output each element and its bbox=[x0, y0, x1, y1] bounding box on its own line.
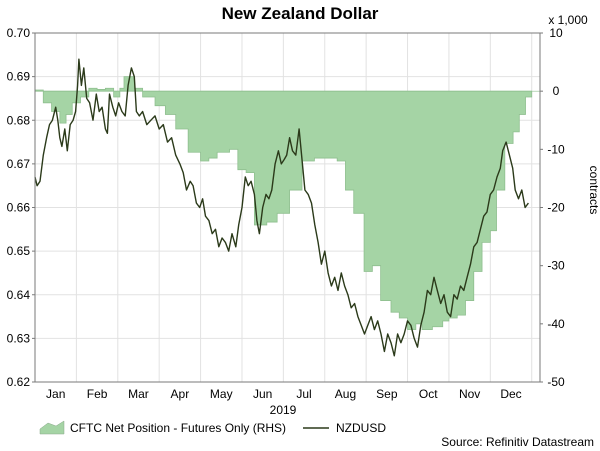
legend-label-nzdusd: NZDUSD bbox=[336, 421, 386, 435]
right-tick-label: -30 bbox=[547, 259, 565, 273]
x-tick-label: Sep bbox=[376, 387, 398, 401]
legend-label-cftc: CFTC Net Position - Futures Only (RHS) bbox=[70, 421, 286, 435]
left-tick-label: 0.66 bbox=[7, 201, 31, 215]
left-tick-label: 0.62 bbox=[7, 375, 31, 389]
left-tick-label: 0.63 bbox=[7, 331, 31, 345]
left-tick-label: 0.65 bbox=[7, 244, 31, 258]
x-axis-ticks: Jan Feb Mar Apr May Jun Jul Aug Sep Oct Nov Dec bbox=[46, 387, 522, 401]
x-tick-label: Dec bbox=[500, 387, 521, 401]
left-axis-ticks: 0.70 0.69 0.68 0.67 0.66 0.65 0.64 0.63 0.62 bbox=[7, 26, 35, 389]
right-tick-label: -10 bbox=[547, 142, 565, 156]
right-tick-label: 0 bbox=[553, 84, 560, 98]
x-tick-label: May bbox=[210, 387, 233, 401]
right-tick-label: 10 bbox=[549, 26, 563, 40]
x-tick-label: Aug bbox=[335, 387, 356, 401]
x-tick-label: Jan bbox=[46, 387, 65, 401]
left-tick-label: 0.67 bbox=[7, 157, 31, 171]
left-tick-label: 0.69 bbox=[7, 70, 31, 84]
x-tick-label: Jul bbox=[296, 387, 311, 401]
nzdusd-line-layer bbox=[34, 58, 529, 357]
legend-swatch-cftc bbox=[39, 420, 65, 435]
left-tick-label: 0.64 bbox=[7, 288, 31, 302]
right-tick-label: -20 bbox=[547, 201, 565, 215]
cftc-net-position-area bbox=[34, 76, 533, 331]
right-tick-label: -40 bbox=[547, 317, 565, 331]
nzdusd-line bbox=[34, 58, 529, 357]
right-tick-label: -50 bbox=[547, 375, 565, 389]
right-axis-unit: x 1,000 bbox=[548, 13, 588, 27]
cftc-area-layer bbox=[34, 76, 540, 331]
source-note: Source: Refinitiv Datastream bbox=[441, 435, 594, 449]
right-axis-label: contracts bbox=[587, 166, 600, 215]
chart-title: New Zealand Dollar bbox=[222, 4, 379, 23]
left-tick-label: 0.70 bbox=[7, 26, 31, 40]
legend: CFTC Net Position - Futures Only (RHS) N… bbox=[39, 420, 386, 435]
x-tick-label: Apr bbox=[171, 387, 190, 401]
x-tick-label: Oct bbox=[419, 387, 438, 401]
left-tick-label: 0.68 bbox=[7, 113, 31, 127]
x-tick-label: Mar bbox=[128, 387, 149, 401]
x-tick-label: Feb bbox=[87, 387, 108, 401]
x-tick-label: Nov bbox=[459, 387, 480, 401]
right-axis-ticks: 10 0 -10 -20 -30 -40 -50 bbox=[540, 26, 565, 389]
x-tick-label: Jun bbox=[253, 387, 272, 401]
x-axis-label: 2019 bbox=[270, 403, 297, 417]
